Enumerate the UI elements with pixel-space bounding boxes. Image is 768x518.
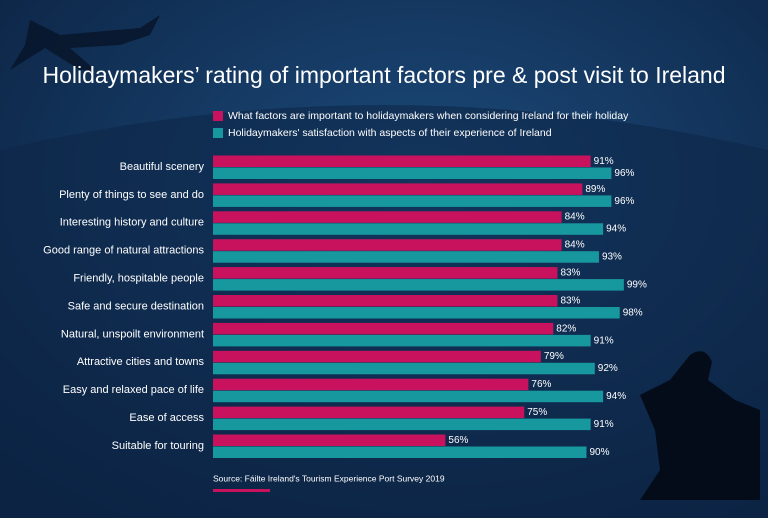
category-label: Plenty of things to see and do (59, 189, 204, 201)
bar (213, 239, 562, 251)
bar (213, 251, 599, 263)
category-label: Beautiful scenery (120, 161, 205, 173)
value-label: 82% (556, 323, 576, 334)
value-label: 94% (606, 391, 626, 402)
category-label: Good range of natural attractions (43, 245, 204, 257)
value-label: 96% (614, 196, 634, 207)
bar (213, 183, 583, 195)
bar (213, 223, 604, 235)
value-label: 76% (531, 379, 551, 390)
bar (213, 267, 558, 279)
value-label: 56% (448, 435, 468, 446)
category-label: Friendly, hospitable people (73, 273, 204, 285)
bar (213, 279, 624, 291)
value-label: 90% (590, 447, 610, 458)
value-label: 83% (560, 295, 580, 306)
category-label: Suitable for touring (112, 440, 204, 452)
bar (213, 378, 529, 391)
bar (213, 446, 587, 458)
value-label: 79% (544, 351, 564, 362)
value-label: 89% (585, 184, 605, 195)
bar (213, 167, 612, 179)
bar (213, 211, 562, 223)
value-label: 75% (527, 407, 547, 418)
value-label: 84% (565, 212, 585, 223)
value-label: 83% (560, 267, 580, 278)
legend-label: What factors are important to holidaymak… (228, 110, 629, 122)
category-label: Natural, unspoilt environment (61, 328, 204, 340)
bar (213, 155, 591, 167)
value-label: 91% (594, 335, 614, 346)
source: Source: Fáilte Ireland's Tourism Experie… (213, 473, 445, 483)
person-silhouette (640, 351, 760, 500)
bar (213, 322, 554, 335)
value-label: 92% (598, 363, 618, 374)
legend-label: Holidaymakers' satisfaction with aspects… (228, 127, 552, 139)
bar (213, 334, 591, 347)
value-label: 93% (602, 252, 622, 263)
bar (213, 390, 604, 403)
bar (213, 307, 620, 319)
category-label: Interesting history and culture (60, 217, 204, 229)
value-label: 84% (565, 240, 585, 251)
value-label: 91% (594, 156, 614, 167)
plane-silhouette (10, 15, 160, 70)
value-label: 96% (614, 168, 634, 179)
bar (213, 295, 558, 307)
bar (213, 362, 595, 375)
category-label: Easy and relaxed pace of life (63, 384, 204, 396)
bar (213, 418, 591, 431)
value-label: 99% (627, 279, 647, 290)
legend-swatch (213, 128, 223, 138)
legend-swatch (213, 111, 223, 121)
category-label: Ease of access (129, 412, 204, 424)
chart-title: Holidaymakers’ rating of important facto… (42, 62, 725, 88)
value-label: 91% (594, 419, 614, 430)
accent-line (213, 489, 270, 492)
category-label: Safe and secure destination (68, 300, 204, 312)
bar (213, 195, 612, 207)
bar (213, 434, 446, 446)
value-label: 94% (606, 224, 626, 235)
category-label: Attractive cities and towns (77, 356, 205, 368)
bar (213, 406, 525, 419)
value-label: 98% (623, 307, 643, 318)
bar (213, 350, 541, 363)
